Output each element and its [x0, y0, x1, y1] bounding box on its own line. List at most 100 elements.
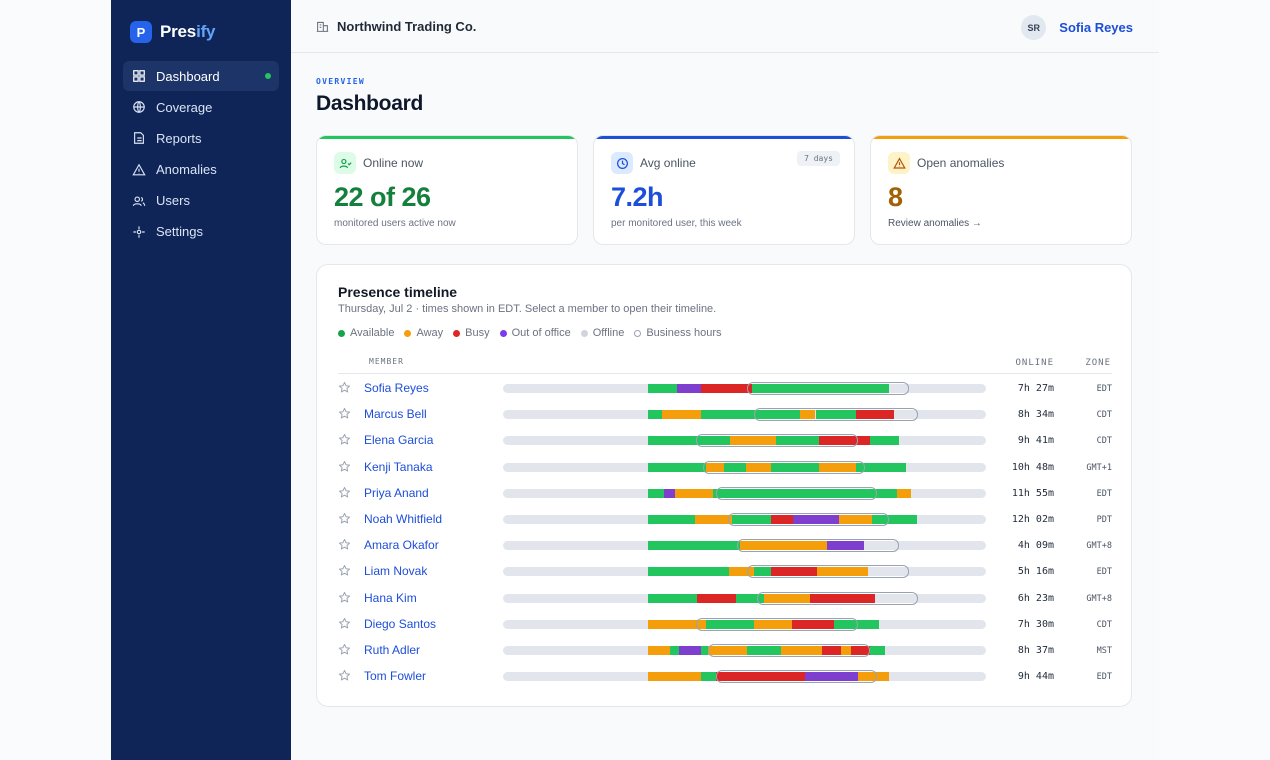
timeline-row[interactable]: Kenji Tanaka 10h 48m GMT+1: [338, 454, 1112, 480]
timezone: CDT: [1096, 619, 1112, 630]
presence-segment-available: [833, 619, 879, 629]
presence-track[interactable]: [503, 460, 986, 474]
presence-segment-away: [729, 567, 755, 577]
timeline-row[interactable]: Amara Okafor 4h 09m GMT+8: [338, 532, 1112, 558]
sidebar-nav: Dashboard Coverage Reports Anomalies Use…: [123, 61, 279, 248]
business-hours-outline: [715, 670, 878, 684]
presence-track[interactable]: [503, 565, 986, 579]
member-name-link[interactable]: Elena Garcia: [364, 433, 434, 448]
legend-item-offline: Offline: [580, 327, 624, 339]
star-icon[interactable]: [338, 564, 351, 577]
user-menu[interactable]: SR Sofia Reyes: [1021, 15, 1133, 40]
sidebar-item-settings[interactable]: Settings: [123, 217, 279, 247]
timezone: CDT: [1096, 436, 1112, 447]
timezone: PDT: [1096, 514, 1112, 525]
review-anomalies-link[interactable]: Review anomalies →: [888, 218, 982, 229]
presence-segment-available: [751, 384, 890, 393]
member-name-link[interactable]: Amara Okafor: [364, 538, 439, 553]
member-name-link[interactable]: Priya Anand: [364, 485, 429, 500]
file-icon: [134, 132, 144, 145]
presence-segment-available: [870, 645, 885, 655]
star-icon[interactable]: [338, 669, 351, 682]
presence-track[interactable]: [503, 591, 986, 605]
sidebar: P Presify Dashboard Coverage Reports Ano…: [111, 0, 291, 760]
sidebar-item-label: Settings: [156, 224, 203, 240]
brand[interactable]: P Presify: [130, 20, 216, 44]
timeline-row[interactable]: Tom Fowler 9h 44m EDT: [338, 663, 1112, 689]
brand-logo: P: [130, 21, 152, 43]
star-icon[interactable]: [338, 512, 351, 525]
presence-track[interactable]: [503, 539, 986, 553]
timeline-row[interactable]: Hana Kim 6h 23m GMT+8: [338, 585, 1112, 611]
timeline-row[interactable]: Diego Santos 7h 30m CDT: [338, 611, 1112, 637]
timeline-row[interactable]: Priya Anand 11h 55m EDT: [338, 480, 1112, 506]
brand-name-part-2: ify: [196, 22, 216, 41]
sidebar-item-dashboard[interactable]: Dashboard: [123, 61, 279, 91]
card-accent-bar: [871, 136, 1131, 139]
sidebar-item-label: Anomalies: [156, 162, 217, 178]
presence-segment-available: [771, 462, 820, 472]
card-value: 22 of 26: [334, 182, 431, 212]
timeline-row[interactable]: Elena Garcia 9h 41m CDT: [338, 427, 1112, 453]
member-name-link[interactable]: Sofia Reyes: [364, 381, 429, 395]
timeline-row[interactable]: Liam Novak 5h 16m EDT: [338, 558, 1112, 584]
star-icon[interactable]: [338, 617, 351, 630]
star-icon[interactable]: [338, 591, 351, 604]
presence-segment-available: [705, 619, 755, 629]
stat-card-avg-online: Avg online 7 days 7.2h per monitored use…: [593, 135, 855, 245]
presence-segment-available: [647, 567, 730, 577]
star-icon[interactable]: [338, 460, 351, 473]
presence-track[interactable]: [503, 617, 986, 631]
star-icon[interactable]: [338, 407, 351, 420]
presence-segment-away: [739, 541, 827, 551]
presence-segment-away: [647, 672, 702, 682]
member-name-link[interactable]: Kenji Tanaka: [364, 459, 433, 474]
online-duration: 12h 02m: [1011, 513, 1054, 525]
member-name-link[interactable]: Ruth Adler: [364, 642, 421, 657]
presence-track[interactable]: [503, 382, 986, 395]
sidebar-item-reports[interactable]: Reports: [123, 123, 279, 153]
page-title: Dashboard: [316, 92, 423, 115]
presence-track[interactable]: [503, 434, 986, 448]
member-name-link[interactable]: Noah Whitfield: [364, 511, 443, 526]
presence-segment-busy: [773, 672, 805, 682]
presence-track[interactable]: [503, 643, 986, 657]
card-subtext: monitored users active now: [334, 218, 456, 229]
presence-timeline-panel: Presence timeline Thursday, Jul 2 · time…: [316, 264, 1132, 707]
sidebar-item-coverage[interactable]: Coverage: [123, 92, 279, 122]
timeline-row[interactable]: Noah Whitfield 12h 02m PDT: [338, 506, 1112, 532]
card-label: Open anomalies: [917, 156, 1005, 170]
star-icon[interactable]: [338, 486, 351, 499]
presence-segment-available: [669, 645, 680, 655]
presence-track[interactable]: [503, 512, 986, 526]
member-name-link[interactable]: Marcus Bell: [364, 407, 427, 422]
star-icon[interactable]: [338, 381, 351, 394]
presence-track[interactable]: [503, 670, 986, 684]
timezone: MST: [1096, 645, 1112, 656]
presence-segment-away: [896, 488, 912, 498]
card-subtext: per monitored user, this week: [611, 218, 742, 229]
user-name[interactable]: Sofia Reyes: [1059, 20, 1133, 35]
member-name-link[interactable]: Tom Fowler: [364, 669, 427, 684]
presence-track[interactable]: [503, 408, 986, 422]
star-icon[interactable]: [338, 538, 351, 551]
timeline-row[interactable]: Sofia Reyes 7h 27m EDT: [338, 375, 1112, 401]
timeline-row[interactable]: Marcus Bell 8h 34m CDT: [338, 401, 1112, 427]
org-switcher[interactable]: Northwind Trading Co.: [316, 19, 476, 34]
presence-segment-busy: [697, 593, 736, 603]
member-name-link[interactable]: Hana Kim: [364, 590, 417, 605]
presence-segment-away: [841, 645, 851, 655]
sidebar-item-users[interactable]: Users: [123, 186, 279, 216]
member-name-link[interactable]: Liam Novak: [364, 564, 428, 579]
star-icon[interactable]: [338, 643, 351, 656]
presence-segment-away: [838, 514, 873, 524]
star-icon[interactable]: [338, 433, 351, 446]
card-icon-wrap: [611, 152, 633, 174]
status-legend: Available Away Busy Out of office Offlin…: [338, 327, 732, 339]
sidebar-item-anomalies[interactable]: Anomalies: [123, 155, 279, 185]
member-name-link[interactable]: Diego Santos: [364, 616, 437, 631]
presence-track[interactable]: [503, 486, 986, 500]
legend-label: Available: [350, 327, 395, 339]
timeline-row[interactable]: Ruth Adler 8h 37m MST: [338, 637, 1112, 663]
card-icon-wrap: [334, 152, 356, 174]
